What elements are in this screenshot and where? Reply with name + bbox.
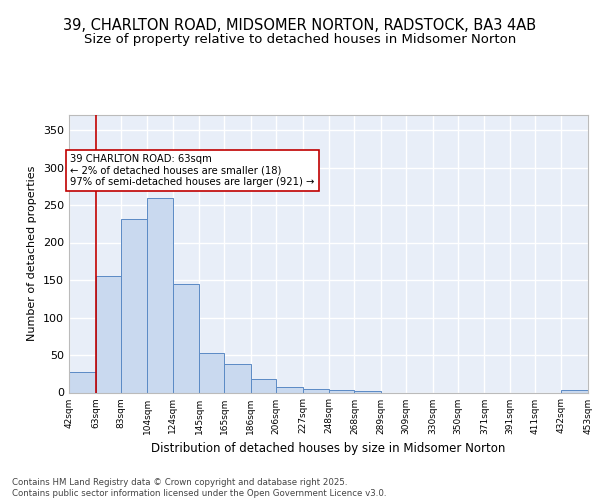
Bar [251,379,276,392]
Bar [224,364,251,392]
Text: 39 CHARLTON ROAD: 63sqm
← 2% of detached houses are smaller (18)
97% of semi-det: 39 CHARLTON ROAD: 63sqm ← 2% of detached… [70,154,314,187]
Bar [147,198,173,392]
Bar [69,372,95,392]
Text: Contains HM Land Registry data © Crown copyright and database right 2025.
Contai: Contains HM Land Registry data © Crown c… [12,478,386,498]
Bar [562,390,588,392]
Bar [173,284,199,393]
Bar [355,391,381,392]
Bar [302,389,329,392]
X-axis label: Distribution of detached houses by size in Midsomer Norton: Distribution of detached houses by size … [151,442,506,455]
Text: Size of property relative to detached houses in Midsomer Norton: Size of property relative to detached ho… [84,32,516,46]
Bar [199,353,224,393]
Bar [121,218,147,392]
Text: 39, CHARLTON ROAD, MIDSOMER NORTON, RADSTOCK, BA3 4AB: 39, CHARLTON ROAD, MIDSOMER NORTON, RADS… [64,18,536,32]
Bar [276,386,302,392]
Bar [329,390,355,392]
Y-axis label: Number of detached properties: Number of detached properties [28,166,37,342]
Bar [95,276,121,392]
